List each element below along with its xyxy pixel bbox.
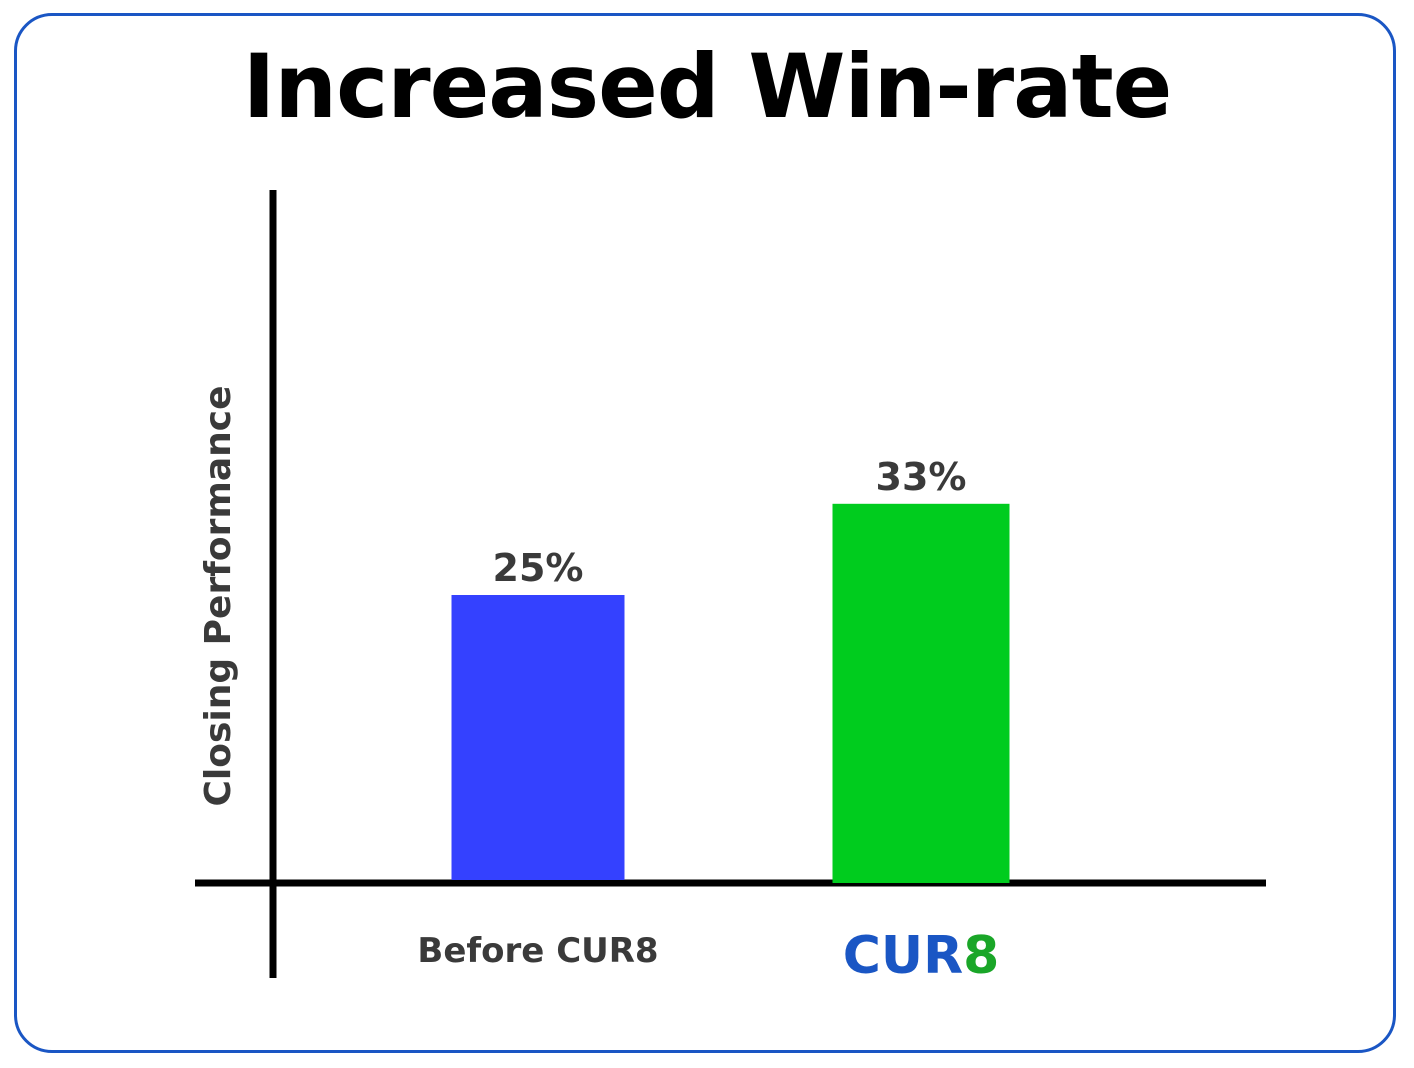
- bars-group: [451, 503, 1010, 883]
- chart-axes: [195, 190, 1266, 978]
- value-label-cur8: 33%: [876, 455, 967, 499]
- bar-cur8: [832, 503, 1010, 883]
- y-axis-label: Closing Performance: [198, 385, 239, 806]
- bar-before-cur8: [451, 595, 625, 880]
- category-labels-group: Before CUR8 CUR8: [417, 926, 999, 986]
- chart-title: Increased Win-rate: [242, 35, 1173, 138]
- logo-part-cur: CUR: [843, 926, 963, 986]
- logo-part-8: 8: [963, 926, 999, 986]
- value-labels-group: 25% 33%: [493, 455, 967, 590]
- category-label-before-cur8: Before CUR8: [417, 931, 658, 971]
- category-label-cur8-logo: CUR8: [843, 926, 1000, 986]
- value-label-before-cur8: 25%: [493, 546, 584, 590]
